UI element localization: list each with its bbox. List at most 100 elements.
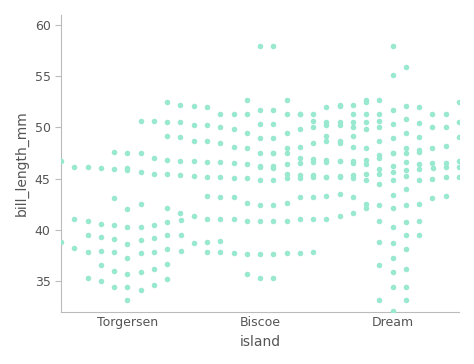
Point (124, 256, 131, 261)
Point (362, 111, 370, 117)
Point (203, 159, 211, 165)
Point (137, 287, 145, 293)
Point (323, 174, 330, 179)
Point (150, 118, 158, 124)
Point (217, 215, 224, 221)
Point (336, 103, 344, 109)
Point (363, 171, 370, 177)
Point (415, 120, 423, 126)
Point (376, 118, 383, 124)
Point (283, 150, 291, 156)
Point (322, 174, 330, 179)
Point (283, 250, 291, 256)
Point (336, 123, 343, 128)
Point (336, 158, 343, 164)
Point (402, 219, 410, 225)
Point (428, 176, 436, 182)
Point (402, 266, 410, 272)
Point (164, 119, 171, 125)
Point (349, 119, 357, 125)
Point (270, 122, 277, 127)
Point (203, 193, 211, 199)
Point (137, 150, 145, 156)
Point (203, 239, 211, 245)
Point (150, 235, 158, 241)
Point (349, 172, 357, 178)
Point (375, 181, 383, 187)
Point (283, 130, 291, 135)
Point (124, 297, 131, 303)
Point (256, 202, 264, 208)
Point (177, 134, 184, 140)
Point (203, 123, 211, 128)
Point (164, 157, 171, 163)
Point (375, 239, 383, 245)
Point (402, 284, 410, 290)
Point (164, 99, 171, 105)
Point (97, 248, 105, 254)
Point (428, 124, 436, 130)
Point (243, 271, 251, 277)
Point (243, 252, 251, 257)
Point (256, 135, 264, 141)
Point (137, 224, 145, 230)
Point (296, 250, 304, 256)
Point (296, 215, 304, 221)
Point (415, 134, 423, 140)
Point (230, 144, 237, 150)
Point (283, 171, 291, 177)
X-axis label: island: island (239, 335, 281, 349)
Point (164, 276, 171, 282)
Point (428, 195, 436, 201)
Point (177, 172, 184, 178)
Point (203, 138, 211, 144)
Point (217, 194, 224, 200)
Point (296, 161, 304, 166)
Point (270, 275, 277, 281)
Point (349, 102, 357, 108)
Point (150, 171, 158, 177)
Point (415, 104, 423, 110)
Point (217, 174, 224, 179)
Point (376, 171, 383, 177)
Point (362, 177, 370, 183)
Point (455, 158, 463, 164)
Point (375, 166, 383, 172)
Point (310, 249, 317, 255)
Point (402, 297, 410, 303)
Point (243, 161, 251, 167)
Point (84, 249, 91, 255)
Point (270, 135, 277, 141)
Point (256, 163, 264, 169)
Point (256, 275, 264, 281)
Point (243, 130, 251, 135)
Point (362, 97, 370, 103)
Point (455, 99, 463, 105)
Point (203, 215, 211, 221)
Point (177, 210, 184, 216)
Point (310, 174, 317, 179)
Point (283, 175, 291, 181)
Point (110, 249, 118, 255)
Point (270, 43, 277, 48)
Point (375, 152, 383, 158)
Point (389, 163, 396, 169)
Point (428, 145, 436, 151)
Point (389, 177, 396, 183)
Point (137, 118, 145, 124)
Point (110, 149, 118, 155)
Point (363, 99, 370, 105)
Point (336, 173, 344, 178)
Point (349, 111, 356, 117)
Point (322, 133, 330, 139)
Point (110, 268, 118, 274)
Point (389, 135, 396, 141)
Point (375, 297, 383, 303)
Point (389, 72, 396, 78)
Point (402, 64, 410, 70)
Point (190, 240, 198, 246)
Point (468, 174, 474, 179)
Point (190, 214, 198, 219)
Point (71, 245, 78, 251)
Point (402, 130, 410, 135)
